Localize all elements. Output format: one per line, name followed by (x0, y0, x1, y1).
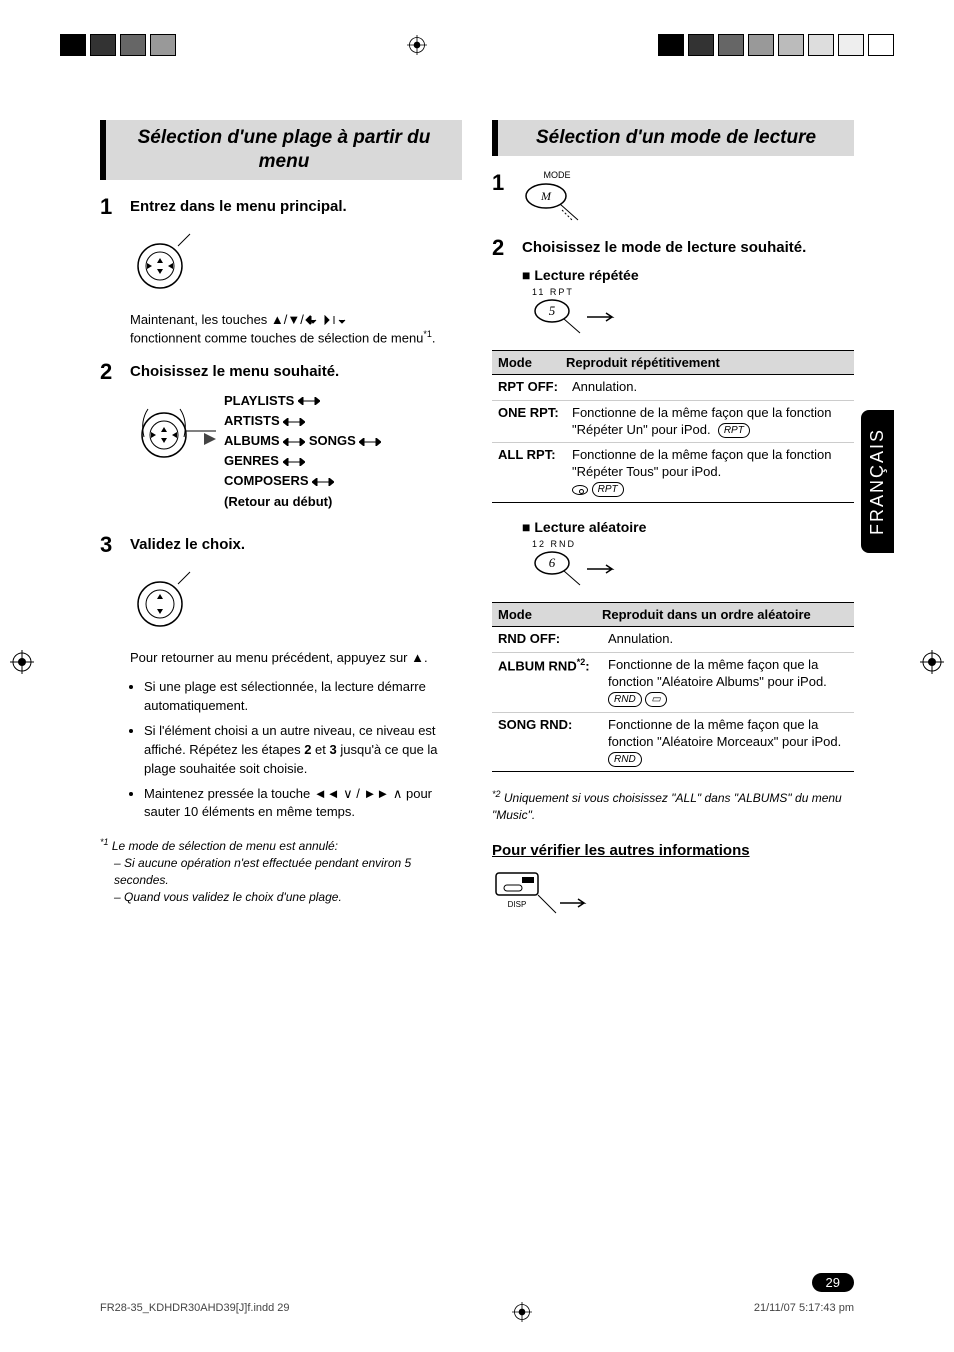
table-header: Reproduit dans un ordre aléatoire (596, 603, 817, 626)
svg-text:6: 6 (549, 555, 556, 570)
print-footer: FR28-35_KDHDR30AHD39[J]f.indd 29 21/11/0… (100, 1302, 854, 1322)
list-item: Maintenez pressée la touche ◄◄ ∨ / ►► ∧ … (144, 785, 462, 823)
crop-marks (0, 34, 954, 56)
step1-note: Maintenant, les touches ▲/▼/ fonctionnen… (130, 311, 462, 347)
return-note: Pour retourner au menu précédent, appuye… (130, 649, 462, 667)
table-header: Mode (492, 351, 560, 374)
step-number: 1 (492, 170, 514, 229)
random-table: Mode Reproduit dans un ordre aléatoire R… (492, 602, 854, 772)
step-number: 2 (492, 235, 514, 261)
footnote-ref: *1 (423, 329, 432, 339)
step-number: 1 (100, 194, 122, 220)
section-header-right: Sélection d'un mode de lecture (492, 120, 854, 156)
table-header: Reproduit répétitivement (560, 351, 726, 374)
list-item: Si l'élément choisi a un autre niveau, c… (144, 722, 462, 779)
repeat-subheading: Lecture répétée (522, 267, 854, 283)
footnote-1: *1 Le mode de sélection de menu est annu… (100, 836, 462, 905)
table-row: RPT OFF: Annulation. (492, 375, 854, 401)
step-text: Choisissez le menu souhaité. (130, 359, 462, 385)
button-6-illustration: 12 RND 6 (532, 539, 854, 594)
step-number: 3 (100, 532, 122, 558)
bidir-arrow-icon (283, 418, 305, 426)
grey-squares-left (60, 34, 176, 56)
menu-list: PLAYLISTS ARTISTS ALBUMS SONGS GENRES CO… (224, 391, 381, 512)
rnd-badge: RND (608, 692, 642, 707)
rpt-badge: RPT (718, 423, 750, 438)
bidir-arrow-icon (283, 458, 305, 466)
disp-button-illustration: DISP (492, 869, 854, 930)
knob-illustration (130, 564, 462, 639)
registration-mark-icon (10, 650, 34, 674)
random-subheading: Lecture aléatoire (522, 519, 854, 535)
rnd-badge: RND (608, 752, 642, 767)
pointer-arrow-icon (204, 433, 218, 445)
step-text: Choisissez le mode de lecture souhaité. (522, 235, 854, 261)
repeat-table: Mode Reproduit répétitivement RPT OFF: A… (492, 350, 854, 503)
step-text: Validez le choix. (130, 532, 462, 558)
table-row: RND OFF: Annulation. (492, 627, 854, 653)
table-row: ONE RPT: Fonctionne de la même façon que… (492, 401, 854, 444)
footnote-2: *2 Uniquement si vous choisissez "ALL" d… (492, 788, 854, 824)
svg-text:DISP: DISP (508, 900, 527, 909)
folder-icon: ▭ (645, 692, 666, 707)
registration-mark-icon (407, 35, 427, 55)
table-header: Mode (492, 603, 596, 626)
registration-mark-icon (920, 650, 944, 674)
language-tab: FRANÇAIS (861, 410, 894, 553)
rpt-badge: RPT (592, 482, 624, 497)
print-footer-right: 21/11/07 5:17:43 pm (754, 1302, 854, 1322)
table-row: ALBUM RND*2: Fonctionne de la même façon… (492, 653, 854, 713)
page-number: 29 (812, 1273, 854, 1292)
nav-keys-icon (304, 315, 358, 325)
svg-text:M: M (540, 189, 552, 203)
verify-heading: Pour vérifier les autres informations (492, 842, 854, 859)
bidir-arrow-icon (283, 438, 305, 446)
print-footer-left: FR28-35_KDHDR30AHD39[J]f.indd 29 (100, 1302, 290, 1322)
mode-button-illustration: MODE M (522, 170, 592, 229)
registration-mark-icon (512, 1302, 532, 1322)
svg-text:5: 5 (549, 303, 556, 318)
step-number: 2 (100, 359, 122, 385)
knob-illustration (130, 226, 462, 301)
disc-icon (572, 485, 588, 495)
table-row: ALL RPT: Fonctionne de la même façon que… (492, 443, 854, 502)
left-column: Sélection d'une plage à partir du menu 1… (100, 120, 462, 930)
list-item: Si une plage est sélectionnée, la lectur… (144, 678, 462, 716)
right-column: Sélection d'un mode de lecture 1 MODE M … (492, 120, 854, 930)
section-header-left: Sélection d'une plage à partir du menu (100, 120, 462, 180)
bidir-arrow-icon (359, 438, 381, 446)
bullet-list: Si une plage est sélectionnée, la lectur… (144, 678, 462, 822)
bidir-arrow-icon (298, 397, 320, 405)
bidir-arrow-icon (312, 478, 334, 486)
table-row: SONG RND: Fonctionne de la même façon qu… (492, 713, 854, 772)
grey-squares-right (658, 34, 894, 56)
step-text: Entrez dans le menu principal. (130, 194, 462, 220)
button-5-illustration: 11 RPT 5 (532, 287, 854, 342)
